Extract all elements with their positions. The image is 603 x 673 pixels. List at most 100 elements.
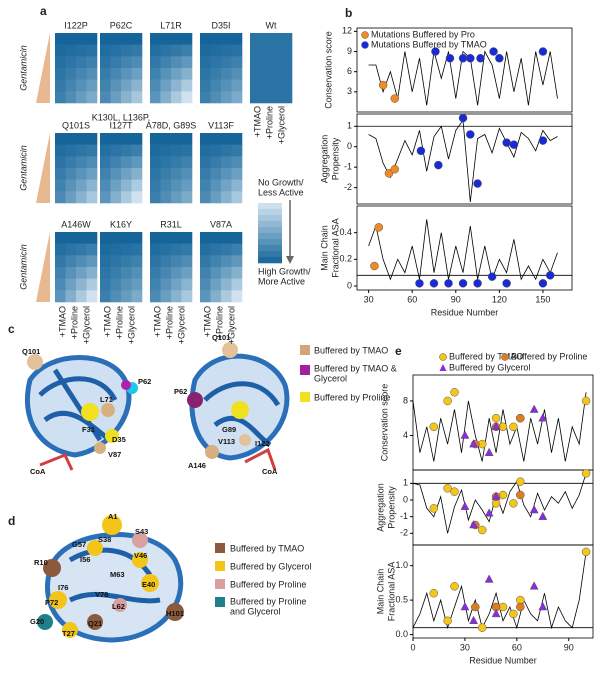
- heatmap-cell: [65, 168, 77, 180]
- residue-label: S43: [135, 527, 148, 536]
- heatmap-cell: [65, 91, 77, 104]
- heatmap-cell: [181, 255, 193, 268]
- heatmap-cell: [100, 68, 111, 80]
- additive-label: +TMAO: [252, 106, 262, 137]
- heatmap-cell: [200, 133, 211, 145]
- heatmap-cell: [150, 290, 161, 303]
- heatmap-cell: [76, 243, 87, 256]
- additive-label: +Proline: [264, 106, 274, 139]
- data-point: [538, 601, 548, 611]
- tile-title: A146W: [61, 219, 91, 229]
- heatmap-cell: [210, 156, 222, 169]
- heatmap-cell: [55, 133, 66, 145]
- heatmap-cell: [221, 168, 232, 180]
- heatmap-cell: [121, 79, 132, 92]
- data-point: [509, 422, 518, 432]
- heatmap-cell: [131, 44, 143, 57]
- data-point: [495, 53, 504, 63]
- data-point: [471, 602, 480, 612]
- heatmap-cell: [250, 56, 261, 69]
- heatmap-cell: [200, 56, 211, 69]
- heatmap-cell: [231, 56, 243, 69]
- x-tick-label: 90: [451, 294, 461, 304]
- data-point: [450, 582, 459, 591]
- heatmap-cell: [231, 278, 243, 291]
- heatmap-cell: [86, 156, 98, 169]
- heatmap-cell: [221, 243, 232, 256]
- heatmap-cell: [181, 133, 193, 145]
- heatmap-cell: [121, 255, 132, 268]
- heatmap-cell: [100, 156, 111, 169]
- data-point: [509, 609, 518, 619]
- heatmap-cell: [221, 56, 232, 69]
- legend-label: Buffered by TMAO: [449, 351, 523, 361]
- additive-label: +TMAO: [202, 306, 212, 337]
- data-point: [458, 279, 468, 288]
- heatmap-cell: [86, 133, 98, 145]
- coa: [39, 453, 74, 471]
- data-point: [484, 447, 494, 456]
- heatmap-cell: [131, 290, 143, 303]
- heatmap-cell: [110, 144, 122, 157]
- heatmap-cell: [121, 290, 132, 303]
- data-point: [529, 504, 539, 514]
- residue-label: E40: [142, 580, 155, 589]
- heatmap-cell: [55, 33, 66, 45]
- heatmap-cell: [160, 179, 172, 192]
- scale-label: More Active: [258, 276, 305, 286]
- y-tick-label: 1.0: [395, 560, 408, 570]
- heatmap-cell: [121, 33, 132, 45]
- heatmap-cell: [150, 267, 161, 279]
- residue-label: V46: [134, 551, 147, 560]
- heatmap-cell: [231, 191, 243, 204]
- heatmap-cell: [55, 144, 66, 157]
- heatmap-cell: [181, 91, 193, 104]
- data-point: [416, 146, 426, 156]
- heatmap-cell: [86, 91, 98, 104]
- y-axis-label: Conservation score: [379, 384, 389, 462]
- residue-label: I56: [80, 555, 90, 564]
- heatmap-cell: [181, 168, 193, 180]
- legend-label: Buffered by Proline: [314, 392, 390, 402]
- heatmap-cell: [131, 255, 143, 268]
- data-point: [458, 53, 468, 63]
- residue-label: I76: [58, 583, 68, 592]
- residue-sphere: [132, 532, 148, 548]
- scale-gradient: [258, 209, 282, 216]
- heatmap-cell: [150, 232, 161, 244]
- protein-structure: [37, 515, 184, 643]
- legend-swatch: [215, 579, 225, 589]
- heatmap-cell: [200, 232, 211, 244]
- x-tick-label: 150: [535, 294, 550, 304]
- legend-label: Buffered by Glycerol: [230, 561, 311, 571]
- x-tick-label: 90: [564, 642, 574, 652]
- data-point: [473, 279, 482, 288]
- legend-swatch: [300, 345, 310, 355]
- heatmap-cell: [200, 255, 211, 268]
- heatmap-cell: [121, 168, 132, 180]
- heatmap-cell: [150, 179, 161, 192]
- scale-gradient: [258, 233, 282, 240]
- residue-sphere: [205, 445, 219, 459]
- heatmap-cell: [160, 91, 172, 104]
- heatmap-cell: [110, 133, 122, 145]
- additive-label: +TMAO: [57, 306, 67, 337]
- legend-swatch: [300, 392, 310, 402]
- heatmap-cell: [55, 79, 66, 92]
- heatmap-cell: [160, 44, 172, 57]
- heatmap-cell: [210, 255, 222, 268]
- heatmap-cell: [110, 267, 122, 279]
- heatmap-cell: [210, 191, 222, 204]
- heatmap-cell: [181, 243, 193, 256]
- heatmap-cell: [131, 133, 143, 145]
- residue-label: F31: [82, 425, 95, 434]
- data-point: [415, 279, 424, 288]
- heatmap-cell: [160, 68, 172, 80]
- heatmap-cell: [55, 156, 66, 169]
- heatmap-cell: [131, 232, 143, 244]
- legend-marker: [361, 41, 369, 49]
- data-point: [489, 47, 498, 56]
- heatmap-cell: [281, 79, 293, 92]
- heatmap-cell: [150, 255, 161, 268]
